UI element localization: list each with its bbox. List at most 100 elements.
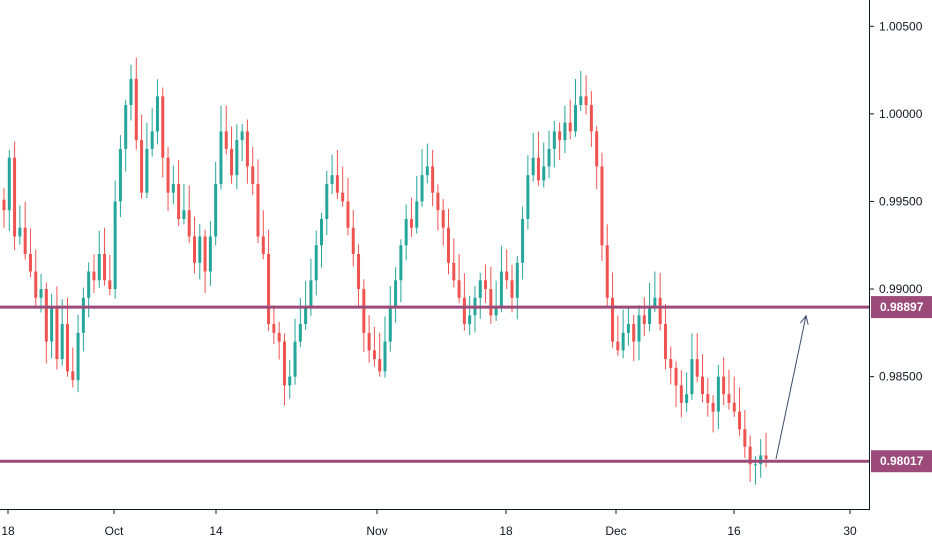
candle-body bbox=[214, 183, 218, 237]
candle-body bbox=[605, 245, 609, 298]
candle-body bbox=[648, 306, 652, 325]
candle-body bbox=[208, 236, 212, 272]
candle-body bbox=[171, 183, 175, 193]
candle-body bbox=[447, 227, 450, 263]
candle-body bbox=[568, 122, 572, 132]
candle-body bbox=[579, 96, 583, 106]
price-tick-label: 1.00000 bbox=[879, 107, 923, 121]
candle-body bbox=[536, 157, 540, 181]
time-tick-label: 18 bbox=[499, 524, 513, 538]
candle-body bbox=[304, 306, 308, 325]
candle-body bbox=[113, 201, 117, 290]
candle-body bbox=[436, 192, 440, 211]
candle-body bbox=[103, 254, 107, 281]
candle-body bbox=[39, 289, 43, 298]
candle-body bbox=[685, 394, 689, 403]
candle-body bbox=[71, 371, 75, 381]
candle-body bbox=[711, 402, 715, 412]
candle-body bbox=[198, 236, 202, 263]
candle-body bbox=[240, 131, 244, 141]
candle-body bbox=[663, 324, 667, 360]
candle-body bbox=[325, 183, 329, 219]
candle-body bbox=[600, 166, 604, 246]
candle-body bbox=[494, 306, 498, 316]
price-axis: 1.00500 1.00000 0.99500 0.99000 0.98500 bbox=[869, 19, 923, 384]
level-price-tag bbox=[871, 450, 932, 473]
candle-body bbox=[124, 105, 128, 149]
candle-body bbox=[452, 262, 456, 281]
candle-body bbox=[626, 324, 630, 333]
candle-body bbox=[367, 332, 371, 351]
candle-body bbox=[415, 201, 419, 228]
candle-body bbox=[420, 175, 424, 202]
candle-body bbox=[155, 96, 159, 132]
candle-body bbox=[653, 297, 657, 307]
candle-body bbox=[468, 315, 472, 325]
candle-body bbox=[87, 271, 91, 298]
candle-body bbox=[669, 359, 673, 368]
candle-body bbox=[66, 324, 69, 372]
candle-body bbox=[346, 201, 350, 228]
candle-body bbox=[13, 157, 17, 237]
projection-arrow-group bbox=[775, 314, 809, 460]
candle-body bbox=[267, 254, 271, 325]
candle-body bbox=[330, 175, 334, 184]
candle-body bbox=[531, 157, 535, 176]
projection-arrow-head bbox=[800, 314, 809, 325]
candle-body bbox=[632, 324, 636, 342]
candle-body bbox=[611, 297, 615, 342]
candle-body bbox=[203, 236, 207, 272]
candle-body bbox=[425, 166, 429, 176]
candle-body bbox=[753, 464, 757, 466]
candle-body bbox=[743, 429, 747, 447]
candle-body bbox=[161, 96, 165, 158]
candle-body bbox=[515, 262, 519, 298]
candle-body bbox=[261, 236, 265, 254]
candle-body bbox=[399, 245, 403, 281]
candle-body bbox=[129, 78, 133, 106]
candle-body bbox=[552, 131, 556, 149]
candle-body bbox=[272, 324, 276, 333]
candle-body bbox=[499, 271, 503, 307]
candle-body bbox=[7, 157, 11, 211]
levels-group bbox=[0, 305, 869, 463]
candle-body bbox=[193, 236, 196, 263]
candle-body bbox=[457, 280, 461, 298]
candle-body bbox=[394, 280, 398, 307]
candle-body bbox=[462, 297, 466, 325]
candle-body bbox=[288, 376, 292, 386]
candle-body bbox=[81, 297, 85, 333]
candle-body bbox=[314, 245, 318, 281]
candle-body bbox=[76, 332, 80, 381]
price-tick-label: 1.00500 bbox=[879, 19, 923, 33]
candles-group bbox=[2, 57, 768, 485]
candle-body bbox=[584, 96, 588, 106]
candle-body bbox=[431, 166, 435, 193]
candle-body bbox=[320, 218, 323, 246]
time-tick-label: 16 bbox=[727, 524, 741, 538]
candle-body bbox=[92, 271, 96, 281]
candle-body bbox=[187, 210, 191, 237]
candle-body bbox=[140, 140, 144, 193]
candle-body bbox=[362, 289, 366, 333]
candle-body bbox=[658, 297, 662, 325]
candle-body bbox=[177, 183, 181, 219]
candle-body bbox=[695, 359, 699, 377]
candle-body bbox=[245, 131, 249, 167]
candle-body bbox=[388, 306, 392, 342]
candle-body bbox=[732, 402, 736, 412]
candle-body bbox=[235, 140, 239, 176]
candle-body bbox=[357, 254, 361, 290]
candle-body bbox=[642, 315, 646, 325]
time-axis: 18 Oct 14 Nov 18 Dec 16 30 bbox=[1, 509, 857, 538]
candle-body bbox=[18, 227, 22, 237]
candle-body bbox=[60, 324, 64, 360]
candle-body bbox=[526, 175, 530, 219]
level-price-label: 0.98017 bbox=[880, 454, 924, 468]
candle-body bbox=[716, 376, 720, 412]
candle-body bbox=[335, 175, 339, 193]
candle-body bbox=[674, 367, 678, 386]
price-tick-label: 0.99500 bbox=[879, 194, 923, 208]
